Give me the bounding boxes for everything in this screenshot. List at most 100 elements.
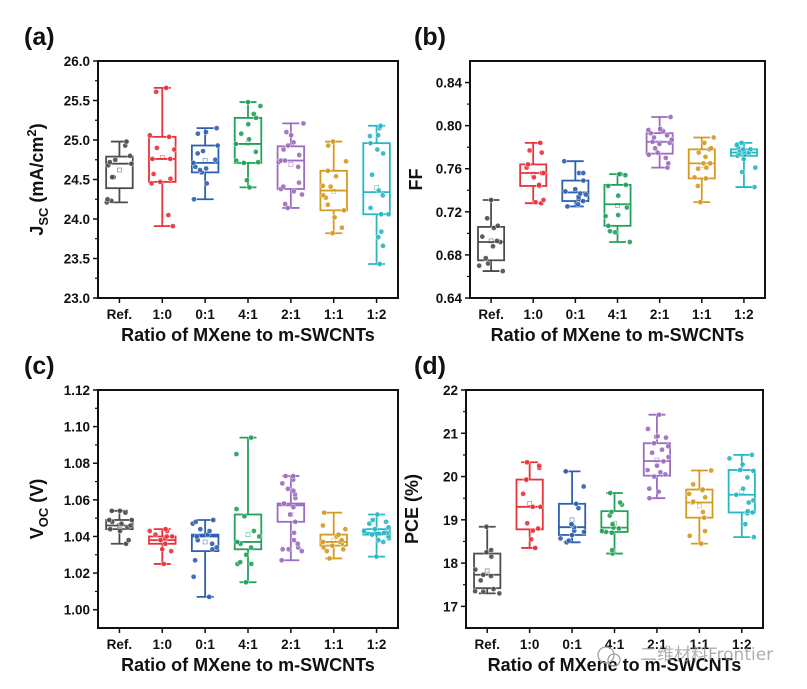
data-point <box>572 186 579 193</box>
x-tick-label: 1:0 <box>153 637 173 652</box>
box-Ref. <box>103 138 135 206</box>
data-point <box>369 531 375 538</box>
box-0:1 <box>557 468 587 546</box>
data-point <box>326 555 333 562</box>
box-1:0 <box>519 140 548 207</box>
box-1:2 <box>361 511 392 560</box>
x-axis-title: Ratio of MXene to m-SWCNTs <box>121 655 375 675</box>
data-point <box>203 180 210 187</box>
data-point <box>203 129 209 135</box>
mean-marker <box>696 503 702 509</box>
data-point <box>701 140 708 146</box>
data-point <box>241 513 248 520</box>
data-point <box>146 528 153 534</box>
data-point <box>369 517 376 523</box>
mean-marker <box>117 167 122 173</box>
x-axis-title: Ratio of MXene to m-SWCNTs <box>121 325 375 345</box>
mean-marker <box>484 568 490 574</box>
box-1:1 <box>687 134 717 205</box>
data-point <box>703 175 709 182</box>
data-point <box>369 171 375 178</box>
data-point <box>279 480 286 487</box>
panel-label: (a) <box>24 23 55 51</box>
data-point <box>664 132 670 139</box>
data-point <box>117 528 123 534</box>
data-point <box>608 509 615 515</box>
data-point <box>665 454 672 460</box>
data-point <box>575 201 581 208</box>
data-point <box>339 224 345 231</box>
data-point <box>665 160 672 167</box>
data-point <box>234 539 241 545</box>
data-point <box>246 136 252 143</box>
data-point <box>280 183 287 190</box>
data-point <box>278 557 285 564</box>
data-point <box>385 524 392 531</box>
x-tick-label: Ref. <box>474 637 500 652</box>
y-tick-label: 0.72 <box>436 205 462 220</box>
x-axis-title: Ratio of MXene to m-SWCNTs <box>488 655 742 675</box>
box-4:1 <box>233 99 264 191</box>
data-point <box>291 529 297 536</box>
data-point <box>565 537 572 544</box>
data-point <box>319 182 326 189</box>
y-tick-label: 19 <box>443 513 458 528</box>
data-point <box>651 440 657 447</box>
box-Ref. <box>476 197 506 274</box>
data-point <box>191 196 197 203</box>
x-tick-label: 1:1 <box>690 637 710 652</box>
data-point <box>112 156 119 163</box>
data-point <box>166 133 173 140</box>
x-tick-label: 4:1 <box>608 307 628 322</box>
data-point <box>233 506 240 512</box>
data-point <box>695 149 702 156</box>
data-point <box>654 462 660 469</box>
data-point <box>488 197 494 203</box>
data-point <box>282 201 288 207</box>
data-point <box>325 142 332 149</box>
box-Ref. <box>105 507 135 547</box>
data-point <box>624 204 630 211</box>
mean-marker <box>202 539 208 545</box>
mean-marker <box>488 238 494 244</box>
data-point <box>338 537 345 543</box>
y-axis-title: VOC (V) <box>27 479 51 540</box>
data-point <box>660 458 667 465</box>
data-point <box>740 485 746 492</box>
data-point <box>167 156 174 162</box>
data-point <box>212 156 219 163</box>
data-point <box>608 529 615 536</box>
box-1:2 <box>362 122 392 267</box>
data-point <box>646 485 653 492</box>
data-point <box>609 521 616 527</box>
data-point <box>376 261 383 267</box>
box-1:2 <box>729 140 759 190</box>
mean-marker <box>331 188 337 194</box>
y-tick-label: 22 <box>443 383 458 398</box>
x-tick-label: 2:1 <box>650 307 670 322</box>
data-point <box>233 157 240 164</box>
data-point <box>690 498 697 505</box>
data-point <box>537 503 544 510</box>
box-1:1 <box>685 467 715 547</box>
data-point <box>701 514 708 521</box>
data-point <box>472 566 479 573</box>
data-point <box>245 99 251 105</box>
data-point <box>752 164 759 171</box>
data-point <box>615 212 621 218</box>
y-tick-label: 26.0 <box>64 54 90 69</box>
data-point <box>292 518 299 525</box>
data-point <box>342 526 349 532</box>
data-point <box>257 103 264 109</box>
data-point <box>749 452 755 458</box>
data-point <box>710 134 717 141</box>
data-point <box>197 526 204 532</box>
data-point <box>343 158 349 165</box>
data-point <box>248 561 255 567</box>
data-point <box>580 483 587 490</box>
y-tick-label: 18 <box>443 556 459 571</box>
x-tick-label: 4:1 <box>238 307 258 322</box>
data-point <box>210 517 217 523</box>
data-point <box>251 528 257 534</box>
